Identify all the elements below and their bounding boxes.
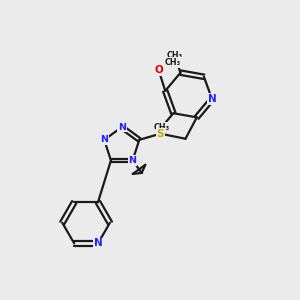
Text: N: N bbox=[94, 238, 102, 248]
Text: S: S bbox=[157, 129, 164, 139]
Text: N: N bbox=[208, 94, 216, 104]
Text: N: N bbox=[129, 156, 136, 165]
Text: CH₃: CH₃ bbox=[153, 123, 170, 132]
Text: N: N bbox=[100, 135, 108, 144]
Text: N: N bbox=[118, 123, 126, 132]
Text: O: O bbox=[154, 65, 163, 75]
Text: CH₃: CH₃ bbox=[165, 58, 181, 67]
Text: CH₃: CH₃ bbox=[166, 51, 182, 60]
